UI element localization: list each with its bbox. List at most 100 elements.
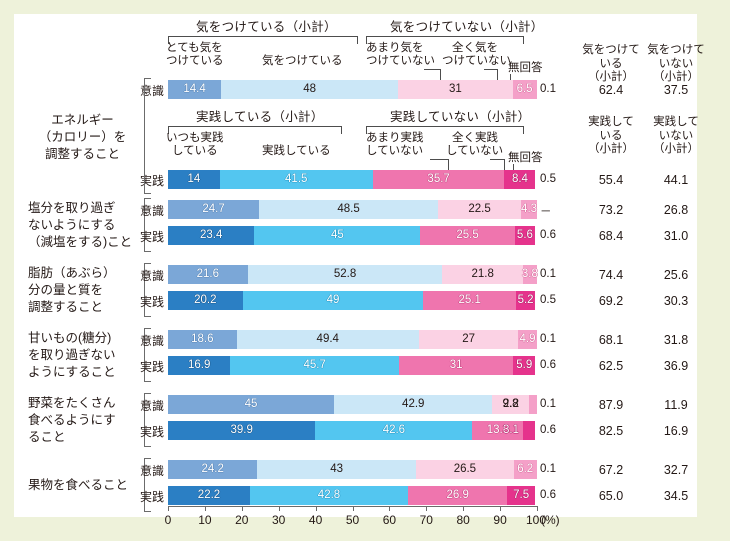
legend-practice-negative-bracket (366, 126, 524, 134)
legend-awareness-s1-line2: つけている (166, 55, 224, 67)
value-fruit-awareness-positive-total: 67.2 (598, 463, 624, 477)
legend-practice-noanswer: 無回答 (508, 152, 543, 164)
legend-awareness-positive-bracket (168, 36, 358, 44)
bar-energy-practice: 14 41.5 35.7 8.4 (168, 170, 536, 189)
value-sugar-awareness-noanswer: 0.1 (540, 333, 556, 345)
value-energy-awareness-negative-total: 37.5 (663, 83, 689, 97)
segment-s4: 8.4 (504, 170, 536, 189)
category-label-sugar: 甘いもの(糖分) を取り過ぎない ようにすること (28, 331, 116, 379)
value-fruit-practice-positive-total: 65.0 (598, 489, 624, 503)
bar-fat-awareness: 21.6 52.8 21.8 3.8 (168, 265, 538, 284)
segment-s3: 26.9 (408, 486, 508, 505)
legend-practice-s1-line2: している (172, 145, 218, 157)
row-label-vegetables-awareness: 意識 (139, 399, 164, 413)
value-energy-practice-noanswer: 0.5 (540, 173, 556, 185)
segment-s4: 5.2 (515, 291, 536, 310)
segment-s2: 52.8 (247, 265, 443, 284)
segment-s4: 3.8 (522, 265, 538, 284)
category-bracket-fruit (144, 458, 151, 512)
value-salt-practice-positive-total: 68.4 (598, 229, 624, 243)
x-tick-80 (463, 506, 465, 511)
legend-practice-s4-line1: 全く実践 (452, 132, 498, 144)
row-label-fruit-practice: 実践 (139, 490, 164, 504)
segment-s4: 6.5 (512, 80, 537, 99)
value-fruit-awareness-negative-total: 32.7 (663, 463, 689, 477)
category-label-energy: エネルギー （カロリー）を 調整すること (38, 113, 127, 161)
segment-s2: 42.8 (250, 486, 408, 505)
legend-awareness-s1-line1: とても気を (166, 42, 223, 54)
row-label-fat-practice: 実践 (139, 295, 164, 309)
row-label-salt-awareness: 意識 (139, 204, 164, 218)
row-label-energy-awareness: 意識 (139, 84, 164, 98)
x-tick-20 (241, 506, 243, 511)
value-fat-awareness-noanswer: 0.1 (540, 268, 556, 280)
x-tick-label-30: 30 (272, 513, 286, 527)
legend-awareness-negative-bracket (366, 36, 524, 44)
segment-s1: 39.9 (168, 421, 316, 440)
leader-line-awareness-s3 (440, 69, 441, 80)
segment-s2: 43 (257, 460, 416, 479)
value-energy-practice-positive-total: 55.4 (598, 173, 624, 187)
value-vegetables-practice-positive-total: 82.5 (598, 424, 624, 438)
segment-s1: 16.9 (168, 356, 231, 375)
row-label-energy-practice: 実践 (139, 174, 164, 188)
legend-practice-negative-title: 実践していない（小計） (390, 110, 531, 124)
leader-line-awareness-s3-h (424, 69, 441, 70)
legend-practice-s1-line1: いつも実践 (166, 132, 224, 144)
value-vegetables-practice-noanswer: 0.6 (540, 424, 556, 436)
segment-s4: 6.2 (513, 460, 537, 479)
row-label-sugar-awareness: 意識 (139, 334, 164, 348)
legend-practice-positive-bracket (168, 126, 342, 134)
segment-s4 (528, 395, 537, 414)
category-bracket-energy (144, 78, 151, 194)
category-label-salt: 塩分を取り過ぎ ないようにする （減塩をする)こと (28, 201, 133, 249)
segment-s4: 4.3 (521, 200, 537, 219)
x-tick-0 (168, 506, 169, 511)
x-tick-label-70: 70 (419, 513, 433, 527)
right-header-practice-negative: 実践して いない （小計） (653, 116, 699, 155)
value-fat-practice-positive-total: 69.2 (598, 294, 624, 308)
segment-s3: 26.5 (415, 460, 514, 479)
bar-energy-awareness: 14.4 48 31 6.5 (168, 80, 537, 99)
segment-s2: 45 (254, 226, 421, 245)
segment-s1: 24.7 (168, 200, 260, 219)
legend-awareness-s3-line2: つけていない (366, 55, 435, 67)
x-tick-label-40: 40 (308, 513, 323, 527)
legend-awareness-s4-line1: 全く気を (452, 42, 498, 54)
segment-s1: 22.2 (168, 486, 250, 505)
category-label-vegetables: 野菜をたくさん 食べるようにす ること (28, 396, 116, 444)
value-fruit-awareness-noanswer: 0.1 (540, 463, 556, 475)
value-salt-practice-negative-total: 31.0 (663, 229, 689, 243)
segment-s2: 48 (221, 80, 399, 99)
segment-s3: 27 (418, 330, 519, 349)
segment-s4: 7.5 (507, 486, 535, 505)
leader-line-practice-s4-h (490, 159, 505, 160)
segment-s1: 18.6 (168, 330, 237, 349)
leader-line-practice-s3 (448, 159, 449, 170)
bar-fruit-awareness: 24.2 43 26.5 6.2 (168, 460, 537, 479)
row-label-sugar-practice: 実践 (139, 360, 164, 374)
legend-practice-s3-line2: していない (366, 145, 424, 157)
legend-practice-s3-line1: あまり実践 (366, 132, 424, 144)
value-salt-awareness-negative-total: 26.8 (663, 203, 689, 217)
value-salt-awareness-noanswer: － (540, 206, 552, 218)
category-bracket-fat (144, 263, 151, 317)
row-label-vegetables-practice: 実践 (139, 425, 164, 439)
segment-s2: 42.6 (315, 421, 473, 440)
segment-s2: 48.5 (259, 200, 439, 219)
value-sugar-practice-noanswer: 0.6 (540, 359, 556, 371)
row-label-salt-practice: 実践 (139, 230, 164, 244)
value-sugar-practice-negative-total: 36.9 (663, 359, 689, 373)
legend-awareness-noanswer: 無回答 (508, 62, 543, 74)
value-vegetables-awareness-positive-total: 87.9 (598, 398, 624, 412)
leader-line-awareness-s4 (497, 69, 498, 80)
value-sugar-awareness-positive-total: 68.1 (598, 333, 624, 347)
bar-sugar-awareness: 18.6 49.4 27 4.9 (168, 330, 537, 349)
segment-s2: 45.7 (230, 356, 399, 375)
segment-s3: 31 (398, 356, 514, 375)
segment-s1: 14 (168, 170, 220, 189)
x-tick-label-0: 0 (164, 513, 172, 527)
bar-vegetables-practice: 39.9 42.6 13.8 (168, 421, 535, 440)
value-fat-awareness-positive-total: 74.4 (598, 268, 624, 282)
